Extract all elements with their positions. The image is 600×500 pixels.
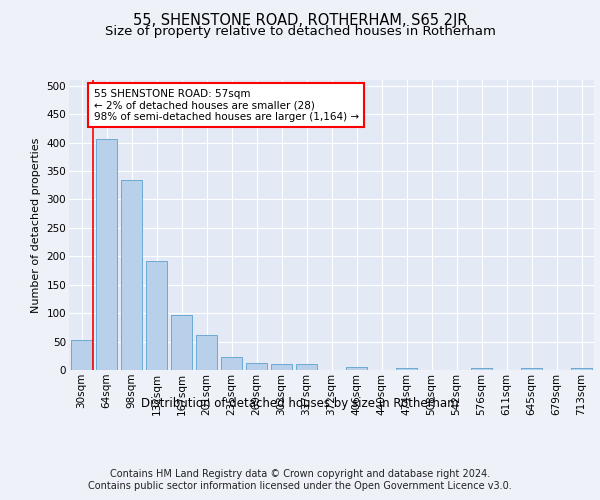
Bar bbox=[221, 357, 242, 370]
Bar bbox=[271, 364, 292, 370]
Bar bbox=[96, 138, 117, 370]
Bar bbox=[171, 315, 192, 370]
Bar bbox=[396, 368, 417, 370]
Bar bbox=[296, 364, 317, 370]
Text: 55, SHENSTONE ROAD, ROTHERHAM, S65 2JR: 55, SHENSTONE ROAD, ROTHERHAM, S65 2JR bbox=[133, 12, 467, 28]
Bar bbox=[71, 340, 92, 370]
Bar bbox=[571, 368, 592, 370]
Bar bbox=[471, 368, 492, 370]
Y-axis label: Number of detached properties: Number of detached properties bbox=[31, 138, 41, 312]
Text: Size of property relative to detached houses in Rotherham: Size of property relative to detached ho… bbox=[104, 25, 496, 38]
Bar bbox=[346, 366, 367, 370]
Text: Contains public sector information licensed under the Open Government Licence v3: Contains public sector information licen… bbox=[88, 481, 512, 491]
Text: Contains HM Land Registry data © Crown copyright and database right 2024.: Contains HM Land Registry data © Crown c… bbox=[110, 469, 490, 479]
Text: 55 SHENSTONE ROAD: 57sqm
← 2% of detached houses are smaller (28)
98% of semi-de: 55 SHENSTONE ROAD: 57sqm ← 2% of detache… bbox=[94, 88, 359, 122]
Text: Distribution of detached houses by size in Rotherham: Distribution of detached houses by size … bbox=[141, 398, 459, 410]
Bar bbox=[521, 368, 542, 370]
Bar bbox=[146, 262, 167, 370]
Bar bbox=[246, 363, 267, 370]
Bar bbox=[121, 180, 142, 370]
Bar bbox=[196, 334, 217, 370]
